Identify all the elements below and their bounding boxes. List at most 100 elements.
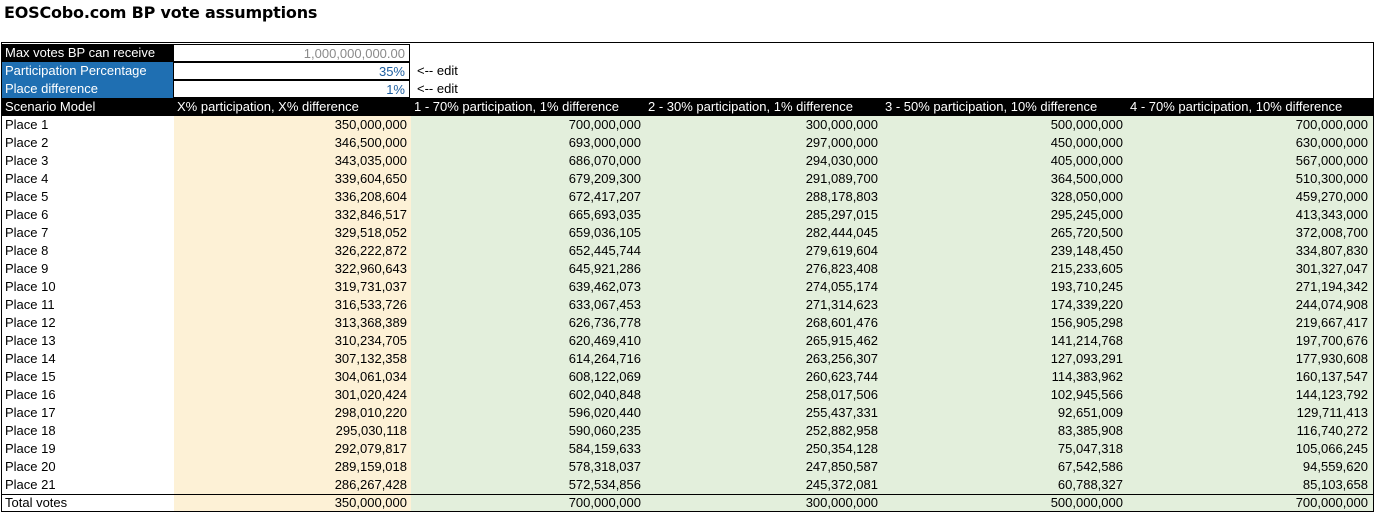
row-label[interactable]: Place 7 — [5, 225, 49, 240]
table-cell[interactable]: 102,945,566 — [1050, 387, 1123, 402]
total-cell[interactable]: 500,000,000 — [1050, 495, 1123, 510]
table-cell[interactable]: 626,736,778 — [568, 315, 641, 330]
table-cell[interactable]: 279,619,604 — [805, 243, 878, 258]
table-cell[interactable]: 292,079,817 — [334, 441, 407, 456]
row-label[interactable]: Place 6 — [5, 207, 49, 222]
table-cell[interactable]: 271,194,342 — [1295, 279, 1368, 294]
row-label[interactable]: Place 21 — [5, 477, 56, 492]
table-cell[interactable]: 639,462,073 — [568, 279, 641, 294]
table-cell[interactable]: 160,137,547 — [1295, 369, 1368, 384]
table-cell[interactable]: 105,066,245 — [1295, 441, 1368, 456]
table-cell[interactable]: 268,601,476 — [805, 315, 878, 330]
table-cell[interactable]: 295,245,000 — [1050, 207, 1123, 222]
table-cell[interactable]: 336,208,604 — [334, 189, 407, 204]
place-difference-input[interactable]: 1% — [173, 80, 410, 98]
table-cell[interactable]: 346,500,000 — [334, 135, 407, 150]
row-label[interactable]: Place 14 — [5, 351, 56, 366]
table-cell[interactable]: 652,445,744 — [568, 243, 641, 258]
table-cell[interactable]: 322,960,643 — [334, 261, 407, 276]
table-cell[interactable]: 329,518,052 — [334, 225, 407, 240]
table-cell[interactable]: 372,008,700 — [1295, 225, 1368, 240]
table-cell[interactable]: 177,930,608 — [1295, 351, 1368, 366]
table-cell[interactable]: 304,061,034 — [334, 369, 407, 384]
table-cell[interactable]: 620,469,410 — [568, 333, 641, 348]
row-label[interactable]: Place 16 — [5, 387, 56, 402]
row-label[interactable]: Place 15 — [5, 369, 56, 384]
table-cell[interactable]: 364,500,000 — [1050, 171, 1123, 186]
table-cell[interactable]: 334,807,830 — [1295, 243, 1368, 258]
table-cell[interactable]: 114,383,962 — [1051, 369, 1123, 384]
table-cell[interactable]: 244,074,908 — [1295, 297, 1368, 312]
row-label[interactable]: Place 12 — [5, 315, 56, 330]
participation-input[interactable]: 35% — [173, 62, 410, 80]
table-cell[interactable]: 252,882,958 — [805, 423, 878, 438]
total-cell[interactable]: 300,000,000 — [805, 495, 878, 510]
table-cell[interactable]: 572,534,856 — [568, 477, 641, 492]
table-cell[interactable]: 459,270,000 — [1295, 189, 1368, 204]
table-cell[interactable]: 247,850,587 — [805, 459, 878, 474]
row-label[interactable]: Place 17 — [5, 405, 56, 420]
row-label[interactable]: Place 8 — [5, 243, 49, 258]
table-cell[interactable]: 297,000,000 — [805, 135, 878, 150]
table-cell[interactable]: 255,437,331 — [805, 405, 878, 420]
table-cell[interactable]: 219,667,417 — [1295, 315, 1368, 330]
table-cell[interactable]: 350,000,000 — [334, 117, 407, 132]
table-cell[interactable]: 614,264,716 — [568, 351, 641, 366]
table-cell[interactable]: 590,060,235 — [568, 423, 641, 438]
table-cell[interactable]: 301,327,047 — [1295, 261, 1368, 276]
table-cell[interactable]: 295,030,118 — [335, 423, 407, 438]
table-cell[interactable]: 274,055,174 — [805, 279, 878, 294]
table-cell[interactable]: 339,604,650 — [334, 171, 407, 186]
table-cell[interactable]: 75,047,318 — [1057, 441, 1123, 456]
row-label[interactable]: Place 18 — [5, 423, 56, 438]
row-label[interactable]: Place 3 — [5, 153, 49, 168]
table-cell[interactable]: 85,103,658 — [1302, 477, 1368, 492]
table-cell[interactable]: 129,711,413 — [1296, 405, 1368, 420]
table-cell[interactable]: 679,209,300 — [568, 171, 641, 186]
table-cell[interactable]: 700,000,000 — [1295, 117, 1368, 132]
table-cell[interactable]: 307,132,358 — [334, 351, 407, 366]
table-cell[interactable]: 510,300,000 — [1295, 171, 1368, 186]
table-cell[interactable]: 578,318,037 — [568, 459, 641, 474]
total-cell[interactable]: 700,000,000 — [568, 495, 641, 510]
table-cell[interactable]: 288,178,803 — [805, 189, 878, 204]
table-cell[interactable]: 405,000,000 — [1050, 153, 1123, 168]
table-cell[interactable]: 319,731,037 — [334, 279, 407, 294]
table-cell[interactable]: 450,000,000 — [1050, 135, 1123, 150]
table-cell[interactable]: 298,010,220 — [334, 405, 407, 420]
table-cell[interactable]: 700,000,000 — [568, 117, 641, 132]
table-cell[interactable]: 141,214,768 — [1050, 333, 1123, 348]
table-cell[interactable]: 291,089,700 — [805, 171, 878, 186]
table-cell[interactable]: 239,148,450 — [1050, 243, 1123, 258]
table-cell[interactable]: 265,720,500 — [1050, 225, 1123, 240]
table-cell[interactable]: 672,417,207 — [568, 189, 641, 204]
table-cell[interactable]: 193,710,245 — [1050, 279, 1123, 294]
table-cell[interactable]: 328,050,000 — [1050, 189, 1123, 204]
table-cell[interactable]: 693,000,000 — [568, 135, 641, 150]
table-cell[interactable]: 413,343,000 — [1295, 207, 1368, 222]
table-cell[interactable]: 301,020,424 — [334, 387, 407, 402]
table-cell[interactable]: 265,915,462 — [805, 333, 878, 348]
table-cell[interactable]: 60,788,327 — [1057, 477, 1123, 492]
total-label[interactable]: Total votes — [5, 495, 68, 510]
table-cell[interactable]: 289,159,018 — [334, 459, 407, 474]
row-label[interactable]: Place 5 — [5, 189, 49, 204]
row-label[interactable]: Place 13 — [5, 333, 56, 348]
table-cell[interactable]: 245,372,081 — [805, 477, 878, 492]
table-cell[interactable]: 156,905,298 — [1050, 315, 1123, 330]
table-cell[interactable]: 313,368,389 — [334, 315, 407, 330]
table-cell[interactable]: 144,123,792 — [1295, 387, 1368, 402]
table-cell[interactable]: 332,846,517 — [334, 207, 407, 222]
table-cell[interactable]: 584,159,633 — [568, 441, 641, 456]
row-label[interactable]: Place 4 — [5, 171, 49, 186]
table-cell[interactable]: 271,314,623 — [805, 297, 878, 312]
table-cell[interactable]: 633,067,453 — [568, 297, 641, 312]
table-cell[interactable]: 310,234,705 — [334, 333, 407, 348]
total-cell[interactable]: 700,000,000 — [1295, 495, 1368, 510]
table-cell[interactable]: 608,122,069 — [568, 369, 641, 384]
row-label[interactable]: Place 10 — [5, 279, 56, 294]
table-cell[interactable]: 567,000,000 — [1295, 153, 1368, 168]
table-cell[interactable]: 127,093,291 — [1050, 351, 1123, 366]
table-cell[interactable]: 276,823,408 — [805, 261, 878, 276]
table-cell[interactable]: 602,040,848 — [568, 387, 641, 402]
